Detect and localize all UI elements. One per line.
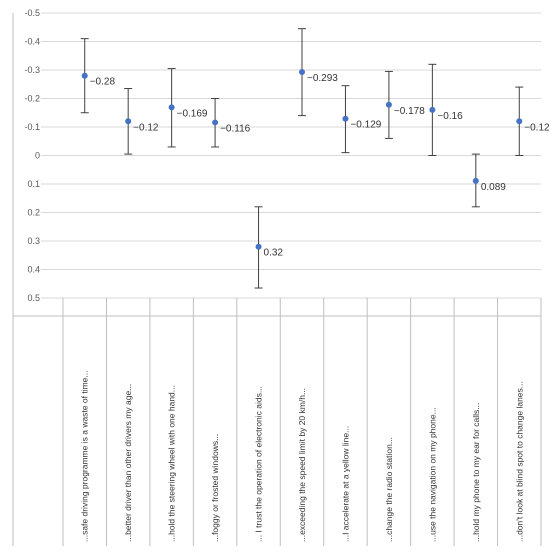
data-point bbox=[212, 119, 219, 126]
category-label: ...safe driving programme is a waste of … bbox=[80, 371, 90, 542]
category-label: ...hold my phone to my ear for calls... bbox=[471, 403, 481, 542]
category-label: ...use the navigation on my phone... bbox=[427, 407, 437, 542]
data-point bbox=[255, 243, 262, 250]
category-label: ...don't look at blind spot to change la… bbox=[514, 381, 524, 542]
data-label: −0.178 bbox=[394, 106, 425, 117]
y-tick-label: -0.5 bbox=[24, 8, 40, 18]
y-tick-label: 0 bbox=[35, 151, 40, 161]
category-labels: ...safe driving programme is a waste of … bbox=[80, 371, 525, 542]
y-tick-label: -0.2 bbox=[24, 94, 40, 104]
data-point bbox=[385, 101, 392, 108]
error-bars bbox=[80, 28, 524, 289]
gridlines bbox=[41, 12, 541, 299]
data-point bbox=[125, 118, 132, 125]
data-points bbox=[81, 68, 523, 250]
category-label: ... I trust the operation of electronic … bbox=[254, 386, 264, 542]
data-point bbox=[429, 106, 436, 113]
category-lines bbox=[12, 13, 542, 546]
data-labels: −0.28 −0.12 −0.169 −0.116 0.32 −0.293 −0.129 −0… bbox=[90, 73, 550, 259]
data-label: −0.293 bbox=[307, 73, 338, 84]
y-tick-label: 0.5 bbox=[27, 293, 40, 303]
data-label: −0.169 bbox=[177, 108, 208, 119]
y-tick-label: 0.1 bbox=[27, 179, 40, 189]
data-label: −0.116 bbox=[220, 123, 251, 134]
y-tick-label: 0.2 bbox=[27, 208, 40, 218]
data-point bbox=[168, 104, 175, 111]
data-label: −0.28 bbox=[90, 77, 116, 88]
y-tick-label: -0.1 bbox=[24, 122, 40, 132]
data-label: 0.089 bbox=[481, 182, 506, 193]
y-axis-ticks: -0.5 -0.4 -0.3 -0.2 -0.1 0 0.1 0.2 0.3 0.4 0.5 bbox=[24, 8, 40, 303]
category-label: ...foggy or frosted windows... bbox=[210, 434, 220, 542]
y-tick-label: -0.4 bbox=[24, 37, 40, 47]
y-tick-label: 0.3 bbox=[27, 236, 40, 246]
data-point bbox=[299, 68, 305, 75]
category-label: ...exceeding the speed limit by 20 km/h.… bbox=[297, 388, 307, 542]
data-label: −0.16 bbox=[437, 111, 463, 122]
category-label: ...change the radio station... bbox=[384, 437, 394, 542]
data-point bbox=[342, 115, 349, 122]
data-label: −0.12 bbox=[133, 122, 159, 133]
data-point bbox=[81, 72, 88, 79]
data-point bbox=[516, 118, 523, 125]
data-point bbox=[472, 177, 479, 184]
category-label: ...hold the steering wheel with one hand… bbox=[167, 385, 177, 542]
y-tick-label: -0.3 bbox=[24, 65, 40, 75]
category-label: ...I accelerate at a yellow line... bbox=[340, 426, 350, 542]
data-label: −0.12 bbox=[524, 122, 550, 133]
data-label: 0.32 bbox=[264, 248, 284, 259]
y-tick-label: 0.4 bbox=[27, 265, 40, 275]
category-label: ...better driver than other drivers my a… bbox=[123, 384, 133, 542]
data-label: −0.129 bbox=[350, 120, 381, 131]
